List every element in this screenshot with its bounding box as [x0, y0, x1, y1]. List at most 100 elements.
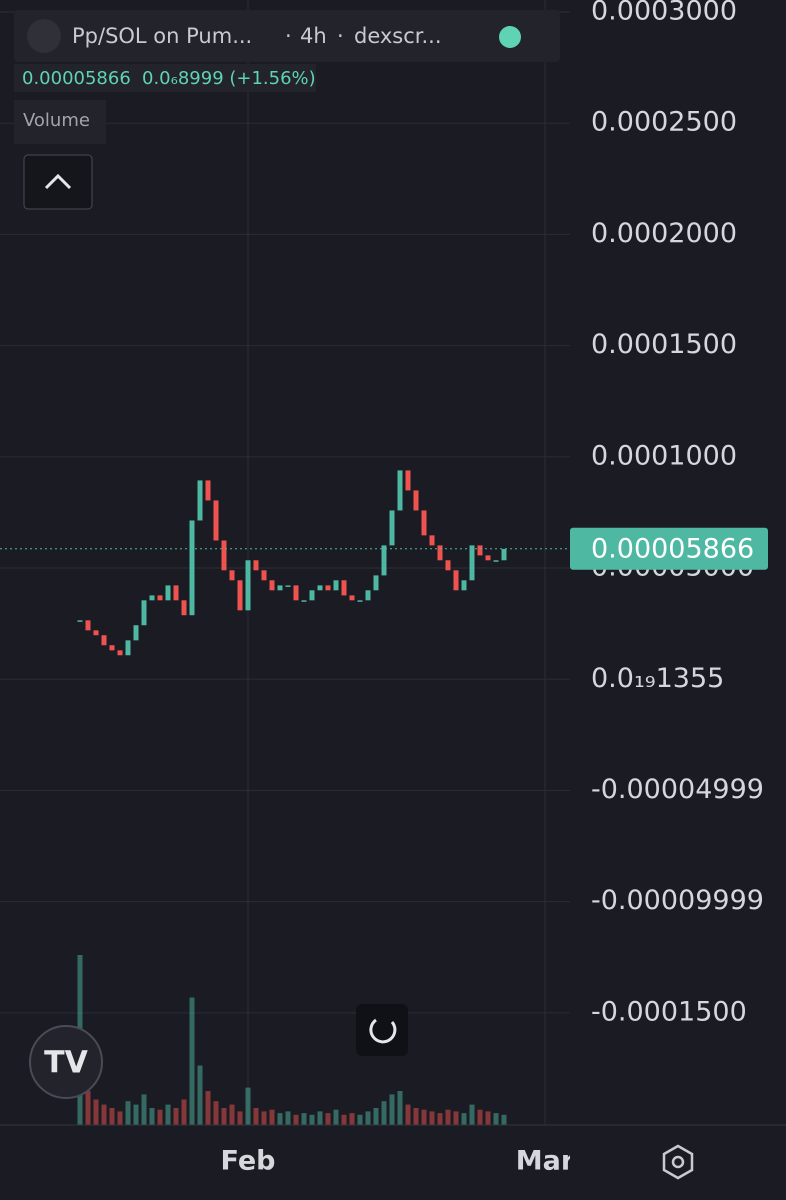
chevron-up-icon [44, 173, 72, 190]
candle [117, 650, 123, 656]
volume-bar [165, 1104, 171, 1125]
candle [229, 570, 235, 581]
settings-icon[interactable] [662, 1144, 694, 1180]
volume-bar [229, 1104, 235, 1125]
corner-mask [570, 1130, 786, 1200]
volume-bar [301, 1113, 307, 1125]
candle [309, 590, 315, 601]
settings-icon-center [671, 1155, 685, 1169]
volume-bar [141, 1094, 147, 1125]
candle [325, 585, 331, 591]
volume-bar [373, 1108, 379, 1125]
candle [501, 548, 507, 561]
last-price-label: 0.00005866 [591, 533, 754, 564]
y-tick-label: 0.0001000 [591, 440, 737, 471]
candle [125, 640, 131, 656]
candle [485, 555, 491, 561]
candle [269, 580, 275, 591]
candle [477, 545, 483, 556]
candle [413, 490, 419, 511]
logo-mark: TV [44, 1046, 88, 1081]
volume-bar [93, 1099, 99, 1125]
volume-bar [181, 1099, 187, 1125]
dot: · [337, 24, 344, 48]
candle [453, 570, 459, 591]
candle [181, 600, 187, 616]
y-tick-label: 0.0₁₉1355 [591, 663, 724, 694]
candle [165, 585, 171, 601]
volume-bar [381, 1101, 387, 1125]
dot: · [285, 24, 292, 48]
reset-icon [369, 1018, 397, 1044]
candle [285, 585, 291, 587]
volume-bar [333, 1109, 339, 1125]
volume-bar [405, 1104, 411, 1125]
price: 0.00005866 [22, 68, 131, 89]
candle [349, 595, 355, 601]
candle [141, 600, 147, 626]
candle [261, 570, 267, 581]
tradingview-logo[interactable] [29, 1025, 103, 1099]
header-bar [14, 10, 560, 62]
candle [93, 630, 99, 636]
candle [109, 645, 115, 651]
collapse-button[interactable] [23, 154, 93, 210]
volume-bar [253, 1108, 259, 1125]
volume-bar [485, 1111, 491, 1125]
change: 0.0₆8999 (+1.56%) [142, 68, 316, 89]
volume-bar [349, 1113, 355, 1125]
candle [157, 595, 163, 601]
candle [493, 560, 499, 562]
candle [277, 585, 283, 591]
volume-bar [261, 1111, 267, 1125]
y-tick-label: 0.0003000 [591, 0, 737, 27]
x-label: Mar [516, 1146, 575, 1177]
volume-bar [365, 1111, 371, 1125]
candle [189, 520, 195, 616]
volume-bar [341, 1114, 347, 1125]
volume-bar [85, 1091, 91, 1125]
candle [429, 535, 435, 546]
y-tick-label: -0.00004999 [591, 774, 764, 805]
volume-bar [317, 1111, 323, 1125]
y-tick-label: -0.00009999 [591, 885, 764, 916]
volume-bar [461, 1113, 467, 1125]
volume-bar [197, 1065, 203, 1125]
source: dexscr... [354, 24, 442, 48]
volume-bar [421, 1109, 427, 1125]
y-tick-label: 0.0002500 [591, 107, 737, 138]
candle [85, 620, 91, 631]
volume-bar [493, 1113, 499, 1125]
volume-label: Volume [23, 110, 90, 131]
last-price-box [570, 527, 768, 570]
volume-bar [125, 1101, 131, 1125]
volume-bar [469, 1104, 475, 1125]
volume-bar [357, 1114, 363, 1125]
volume-bar [117, 1111, 123, 1125]
volume-bar [205, 1091, 211, 1125]
candle [205, 480, 211, 501]
candle [341, 580, 347, 596]
volume-bar [277, 1113, 283, 1125]
volume-bar [101, 1104, 107, 1125]
candle [397, 470, 403, 511]
candle [221, 540, 227, 571]
volume-bar [213, 1101, 219, 1125]
candle [437, 545, 443, 561]
y-tick-label: -0.0001500 [591, 996, 747, 1027]
volume-bar [477, 1109, 483, 1125]
candle [245, 560, 251, 611]
candle [301, 600, 307, 602]
price-bar [14, 64, 316, 92]
volume-bar [133, 1104, 139, 1125]
candle [213, 500, 219, 541]
candle [253, 560, 259, 571]
candle [149, 595, 155, 601]
y-tick-label: 0.0002000 [591, 218, 737, 249]
candle [421, 510, 427, 536]
volume-bar [445, 1109, 451, 1125]
reset-button[interactable] [356, 1004, 408, 1056]
volume-bar [397, 1091, 403, 1125]
volume-bar [157, 1109, 163, 1125]
